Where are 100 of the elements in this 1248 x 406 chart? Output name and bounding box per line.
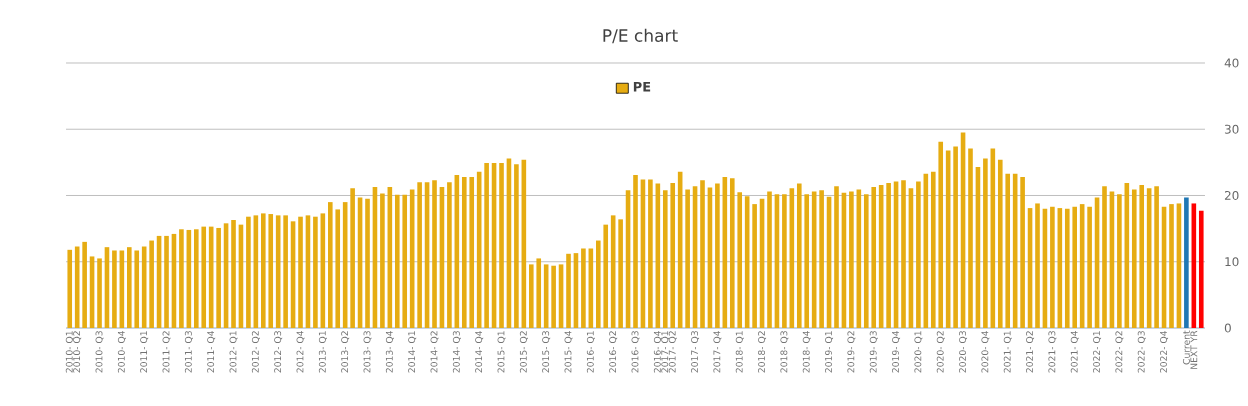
x-tick-label: 2012- Q2 [251,331,260,373]
x-tick-label: 2013- Q2 [341,331,350,373]
x-tick-label: 2019- Q2 [847,331,856,373]
bar [603,224,609,328]
y-tick-label: 10 [1225,257,1239,267]
x-tick-label: 2014- Q4 [475,330,484,373]
x-tick-label: 2016- Q3 [631,331,640,373]
bar [469,176,475,328]
bar [1102,186,1107,328]
x-tick-label: 2011- Q4 [207,330,216,373]
bar [886,182,891,328]
x-tick-label: 2012- Q4 [296,330,305,373]
bar [1072,206,1078,328]
bar [67,249,73,328]
bar [633,174,638,328]
bar [796,183,802,328]
bar [179,229,184,328]
x-tick-label: 2016- Q4 [653,330,662,373]
bar [536,258,542,328]
x-tick-label: 2014- Q3 [452,331,461,373]
bar [804,194,810,328]
x-tick-label: 2015- Q3 [542,331,551,373]
x-tick-label: 2011- Q3 [184,331,193,373]
bar [528,264,534,328]
bar [97,258,102,328]
x-tick-label: 2018- Q2 [758,331,767,373]
x-tick-label: 2020- Q4 [981,330,990,373]
x-tick-label: 2022- Q2 [1115,331,1124,373]
bar [394,194,400,328]
x-tick-label: 2012- Q1 [229,331,238,373]
bar [134,250,140,328]
bar [819,190,824,328]
bar [484,163,489,328]
legend-label: PE [633,82,651,92]
bar [551,265,556,328]
bar [193,229,199,328]
bar [201,226,207,328]
bar [1198,210,1204,328]
bar [752,204,757,328]
x-tick-label: 2015- Q1 [497,331,506,373]
x-tick-label: 2021- Q2 [1026,331,1035,373]
x-tick-label: 2020- Q2 [936,331,945,373]
y-tick-label: 0 [1224,323,1231,333]
x-tick-label: 2019- Q1 [825,331,834,373]
bar [953,146,958,328]
bar [1050,206,1055,328]
bar [729,178,735,328]
x-tick-label: 2017- Q3 [691,331,700,373]
x-tick-label: 2010- Q4 [117,330,126,373]
bar [365,198,370,328]
bar [670,182,676,328]
x-tick-label: 2017- Q1 [661,331,670,373]
x-tick-label: 2021- Q4 [1070,330,1079,373]
x-tick-label: 2010- Q3 [95,331,104,373]
bar [164,235,169,328]
bar [1117,194,1122,328]
x-tick-label: 2018- Q4 [802,330,811,373]
bar [648,179,653,328]
x-tick-label: 2010- Q1 [65,331,74,373]
x-tick-label: Current [1182,330,1190,365]
bar [834,186,839,328]
x-tick-label: 2013- Q1 [318,331,327,373]
y-tick-label: 30 [1224,124,1239,134]
bar [268,214,274,328]
x-tick-label: 2014- Q2 [430,331,439,373]
bar [916,181,921,328]
bar [350,188,355,328]
bar [566,253,571,328]
x-tick-label: 2018- Q3 [780,331,789,373]
bar [737,192,743,328]
bar [1169,204,1174,328]
x-tick-label: 2016- Q2 [609,331,618,373]
bar [432,180,437,328]
bar [1005,173,1011,328]
x-tick-label: 2022- Q3 [1137,331,1146,373]
bar [1064,208,1070,328]
x-tick-label: NEXT YR [1190,330,1198,369]
bar [983,158,988,328]
x-tick-label: 2022- Q1 [1093,331,1102,373]
bar [968,148,973,328]
x-tick-label: 2021- Q3 [1048,331,1057,373]
bar [595,240,601,328]
bar [380,193,385,328]
bar [1087,206,1092,328]
x-tick-label: 2020- Q1 [914,331,923,373]
bar [581,248,586,328]
bar [901,180,906,328]
bar [260,213,266,328]
chart-title: P/E chart [603,28,678,44]
bar [938,141,944,328]
bar [1139,184,1145,328]
bar [1154,186,1159,328]
x-tick-label: 2022- Q4 [1160,330,1169,373]
bar [283,215,288,328]
bar [767,191,772,328]
bar [1035,203,1040,328]
x-tick-label: 2014- Q1 [408,331,417,373]
bar [126,247,132,328]
x-tick-label: 2013- Q4 [385,330,394,373]
bar [417,182,422,328]
